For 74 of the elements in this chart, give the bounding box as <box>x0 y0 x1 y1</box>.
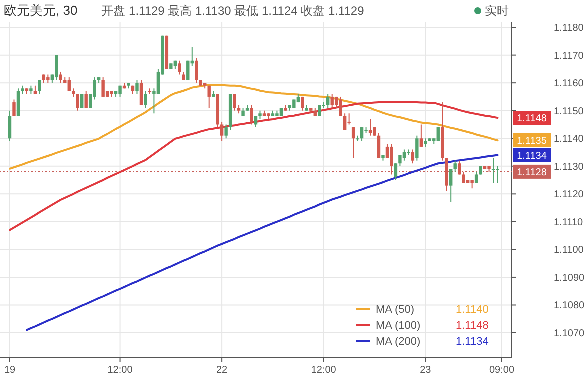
candlestick <box>233 94 236 112</box>
line-series <box>9 100 499 232</box>
x-tick-label: 22 <box>216 365 228 376</box>
candlestick <box>394 163 398 181</box>
y-tick-label: 1.1110 <box>554 217 584 228</box>
candlestick <box>492 158 496 184</box>
text: 1.1134 <box>517 150 548 162</box>
candlestick <box>76 94 80 112</box>
candlestick <box>301 96 304 112</box>
candlestick <box>411 149 415 164</box>
legend-label: MA (100) <box>376 320 421 332</box>
candlestick <box>208 85 211 109</box>
candlestick <box>330 94 334 109</box>
legend-label: MA (50) <box>376 304 415 316</box>
y-tick-label: 1.1120 <box>554 190 584 201</box>
candlestick <box>38 80 42 95</box>
y-tick-label: 1.1100 <box>554 245 584 256</box>
candlestick <box>496 166 500 184</box>
candlestick <box>339 96 342 117</box>
candlestick <box>454 160 457 172</box>
candlestick <box>84 90 88 109</box>
candlestick <box>55 54 58 81</box>
annotation: 1.1140 <box>456 304 489 316</box>
candlestick <box>224 124 228 140</box>
candlestick <box>178 60 182 76</box>
chart-subtitle: 开盘 1.1129 最高 1.1130 最低 1.1124 收盘 1.1129 <box>102 4 365 18</box>
x-tick-label: 12:00 <box>311 365 337 376</box>
candlestick <box>416 135 419 162</box>
x-tick-label: 09:00 <box>489 365 515 376</box>
y-tick-label: 1.1180 <box>554 23 584 34</box>
candlestick <box>80 94 84 109</box>
candlestick <box>420 124 424 148</box>
candlestick <box>186 60 190 81</box>
x-tick-label: 19 <box>4 365 16 376</box>
candlestick <box>8 110 12 142</box>
candlestick <box>360 127 364 142</box>
legend-label: MA (200) <box>376 336 421 348</box>
text: 实时 <box>485 4 509 18</box>
y-tick-label: 1.1170 <box>554 50 584 62</box>
candlestick <box>377 132 381 159</box>
candlestick <box>220 121 224 142</box>
annotation: 1.1134 <box>456 336 489 348</box>
y-tick-label: 1.1070 <box>554 328 586 340</box>
text: 1.1135 <box>517 136 548 147</box>
y-tick-label: 1.1140 <box>554 134 584 146</box>
candlestick <box>68 77 71 92</box>
candlestick <box>436 127 440 142</box>
annotation: 1.1148 <box>456 320 489 332</box>
x-tick-label: 23 <box>420 365 432 376</box>
chart-title: 欧元美元, 30 <box>4 3 78 18</box>
candlestick <box>136 80 139 95</box>
candlestick <box>102 77 105 98</box>
candlestick <box>343 113 347 131</box>
candlestick <box>12 99 16 117</box>
text: 1.1148 <box>517 114 548 125</box>
candlestick <box>140 80 144 106</box>
x-tick-label: 12:00 <box>108 365 134 376</box>
y-tick-label: 1.1080 <box>554 300 586 312</box>
ref-line-label: 1.1128 <box>517 167 548 178</box>
y-tick-label: 1.1130 <box>554 162 584 173</box>
candlestick <box>144 90 148 109</box>
y-tick-label: 1.1160 <box>554 78 584 90</box>
candlestick <box>59 71 62 84</box>
candlestick <box>450 168 453 203</box>
candlestick <box>402 149 406 162</box>
y-tick-label: 1.1150 <box>554 106 584 118</box>
candlestick <box>326 94 330 109</box>
candlestick <box>407 149 410 156</box>
line-series <box>26 154 499 332</box>
y-tick-label: 1.1090 <box>554 272 586 284</box>
line-series <box>9 84 499 170</box>
candlestick <box>250 104 254 126</box>
candlestick <box>352 127 356 159</box>
candlestick <box>195 58 198 84</box>
